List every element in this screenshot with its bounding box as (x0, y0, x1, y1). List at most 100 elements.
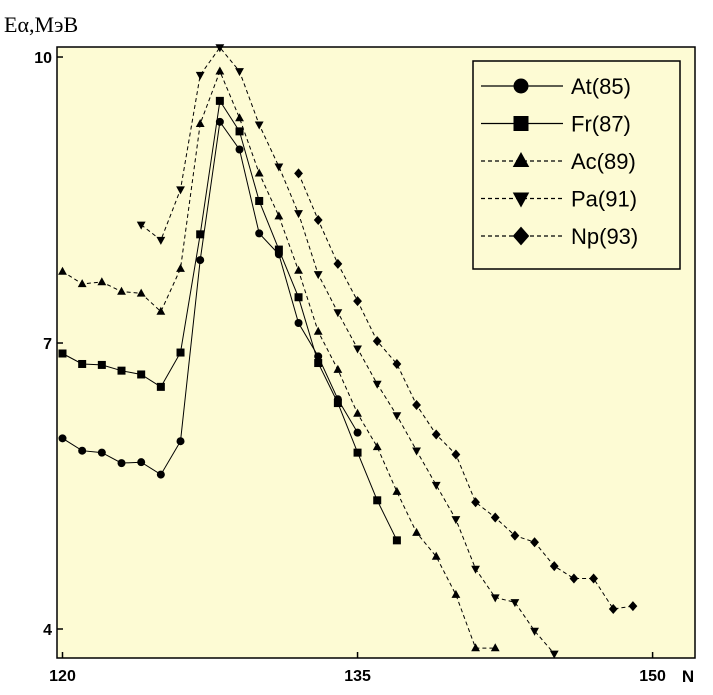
data-point-Pa(91)-126 (176, 186, 185, 195)
series-line-Ac(89) (62, 69, 496, 649)
series-line-At(85) (62, 120, 359, 476)
data-point-Pa(91)-145 (549, 650, 559, 659)
data-point-Ac(89)-141 (471, 643, 480, 652)
y-tick-label-10: 10 (34, 50, 52, 67)
data-point-Fr(87)-137 (392, 536, 401, 545)
data-point-Pa(91)-133 (313, 271, 323, 280)
data-point-Ac(89)-126 (176, 263, 185, 272)
data-point-Np(93)-145 (549, 561, 559, 572)
data-point-Ac(89)-135 (353, 408, 362, 417)
data-point-At(85)-120 (58, 434, 67, 443)
data-point-At(85)-128 (215, 117, 224, 126)
legend-label-At(85): At(85) (571, 74, 631, 99)
data-point-Np(93)-134 (333, 258, 343, 269)
data-point-Pa(91)-128 (215, 44, 225, 53)
data-point-Pa(91)-130 (254, 121, 264, 130)
data-point-Ac(89)-136 (372, 442, 382, 451)
data-point-Pa(91)-129 (235, 68, 244, 77)
data-point-Ac(89)-123 (117, 286, 126, 295)
data-point-Ac(89)-125 (156, 306, 166, 315)
data-point-Np(93)-143 (510, 530, 520, 541)
data-point-Fr(87)-120 (58, 349, 67, 358)
data-point-Fr(87)-134 (333, 399, 342, 408)
y-tick-label-4: 4 (43, 622, 52, 639)
data-point-Pa(91)-136 (372, 380, 382, 389)
series-Pa(91) (136, 44, 559, 659)
data-point-Np(93)-148 (608, 603, 618, 614)
data-point-Fr(87)-123 (117, 366, 126, 375)
data-point-At(85)-130 (255, 229, 264, 238)
data-point-Np(93)-141 (471, 497, 480, 508)
data-point-Fr(87)-122 (97, 360, 106, 369)
data-point-Ac(89)-132 (294, 265, 303, 274)
x-tick-label-135: 135 (344, 668, 371, 685)
legend-marker-Pa(91) (512, 192, 530, 208)
data-point-Fr(87)-131 (274, 245, 283, 254)
data-point-Ac(89)-121 (77, 279, 87, 288)
data-point-At(85)-125 (156, 470, 165, 479)
legend: At(85) Fr(87) Ac(89) Pa(91) Np(93) (472, 60, 681, 270)
data-point-Np(93)-142 (490, 512, 500, 523)
data-point-Ac(89)-134 (333, 364, 343, 373)
data-point-Pa(91)-137 (392, 412, 402, 421)
x-tick-label-150: 150 (639, 668, 666, 685)
legend-marker-At(85) (513, 78, 529, 94)
data-point-Np(93)-138 (412, 399, 421, 410)
data-point-Fr(87)-130 (255, 196, 264, 205)
legend-label-Np(93): Np(93) (571, 224, 638, 249)
data-point-Ac(89)-128 (215, 66, 225, 75)
data-point-Fr(87)-133 (314, 359, 323, 368)
data-point-Np(93)-146 (569, 573, 579, 584)
legend-marker-Np(93) (512, 226, 530, 246)
data-point-Fr(87)-127 (196, 230, 205, 239)
data-point-At(85)-124 (137, 458, 146, 467)
data-point-At(85)-122 (97, 448, 106, 457)
data-point-Fr(87)-121 (78, 359, 87, 368)
axes: 4 7 10 120 135 150 (34, 46, 696, 685)
y-axis-label: Eα,МэВ (4, 12, 78, 37)
data-point-Ac(89)-129 (235, 113, 244, 122)
data-point-Ac(89)-122 (97, 277, 107, 286)
data-point-Pa(91)-138 (412, 447, 421, 456)
series-Ac(89) (58, 66, 500, 652)
data-point-At(85)-133 (314, 352, 323, 361)
series-At(85) (58, 117, 362, 479)
data-point-Ac(89)-139 (431, 551, 441, 560)
data-point-Ac(89)-138 (412, 527, 421, 536)
data-point-Pa(91)-132 (294, 210, 303, 219)
legend-box (472, 60, 681, 270)
data-point-At(85)-123 (117, 459, 126, 468)
data-point-Np(93)-139 (431, 429, 441, 440)
data-point-Np(93)-136 (372, 336, 382, 347)
data-point-Ac(89)-140 (451, 589, 461, 598)
data-point-Pa(91)-139 (431, 481, 441, 490)
data-point-Ac(89)-133 (313, 326, 323, 335)
data-point-Np(93)-149 (628, 601, 638, 612)
data-point-At(85)-127 (196, 256, 205, 265)
data-point-Fr(87)-132 (294, 293, 303, 302)
x-axis-label: N (682, 667, 694, 686)
series-line-Pa(91) (140, 46, 555, 655)
data-point-Pa(91)-127 (195, 71, 205, 80)
data-point-Np(93)-137 (392, 358, 402, 369)
data-point-Ac(89)-120 (58, 266, 67, 275)
data-point-Pa(91)-131 (274, 163, 284, 172)
data-point-Fr(87)-135 (353, 448, 362, 457)
legend-label-Pa(91): Pa(91) (571, 187, 637, 212)
series-group (58, 44, 638, 659)
data-point-Pa(91)-125 (156, 236, 166, 245)
x-tick-label-120: 120 (49, 668, 76, 685)
data-point-Fr(87)-124 (137, 370, 146, 379)
data-point-Pa(91)-135 (353, 345, 362, 354)
data-point-Fr(87)-136 (373, 496, 382, 505)
data-point-Ac(89)-127 (195, 118, 205, 127)
series-Fr(87) (58, 96, 401, 545)
data-point-Ac(89)-137 (392, 486, 402, 495)
legend-marker-Fr(87) (513, 116, 529, 131)
data-point-At(85)-135 (353, 428, 362, 437)
legend-label-Ac(89): Ac(89) (571, 149, 636, 174)
plot-frame (56, 46, 696, 659)
data-point-Np(93)-144 (530, 537, 539, 548)
data-point-Fr(87)-126 (176, 348, 185, 357)
